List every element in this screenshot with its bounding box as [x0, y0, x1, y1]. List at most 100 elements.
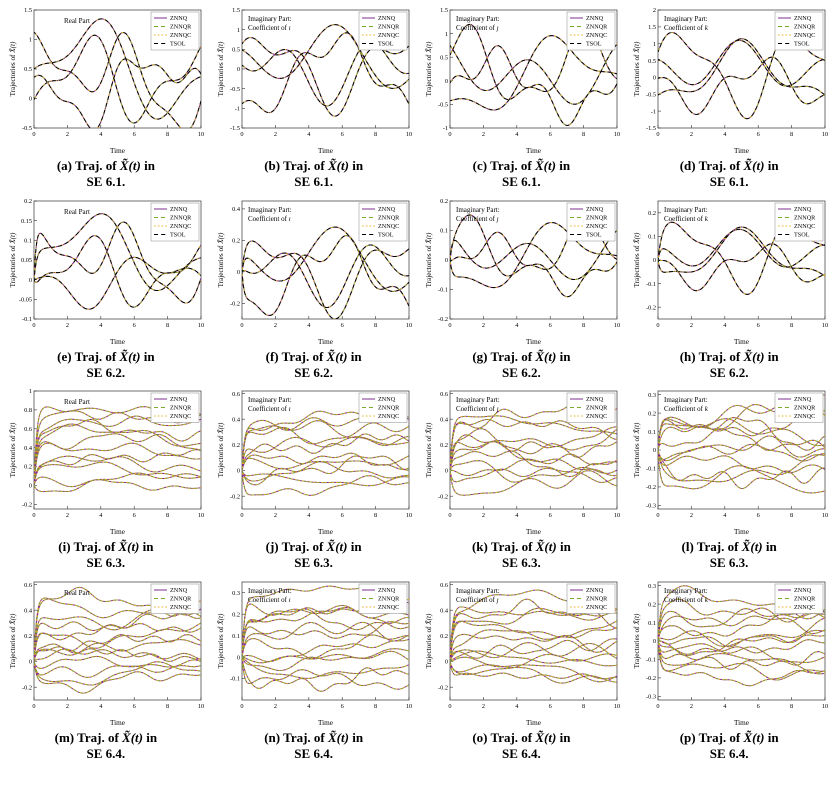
caption-text: Traj. of X̃(t) in [490, 729, 571, 745]
legend-label-znnq: ZNNQ [170, 15, 188, 22]
caption-se: SE 6.1. [502, 174, 541, 190]
caption-line1: (h) Traj. of X̃(t) in [680, 349, 779, 364]
svg-text:4: 4 [100, 512, 104, 519]
axis-ticks: -0.200.20.40.60.810 2 4 6 8 10 [22, 388, 204, 519]
svg-text:1.5: 1.5 [648, 24, 656, 31]
axis-ticks: -0.3 -0.2 -0.1 0 0.1 0.2 0.3 0 2 4 6 8 10 [646, 582, 828, 709]
caption-label: (k) [471, 539, 488, 554]
svg-text:0.2: 0.2 [648, 410, 656, 417]
svg-text:6: 6 [756, 131, 759, 138]
caption-line1: (k) Traj. of X̃(t) in [472, 539, 571, 554]
svg-text:Real Part: Real Part [64, 398, 90, 406]
svg-text:0: 0 [33, 322, 36, 329]
caption-line1: (c) Traj. of X̃(t) in [473, 158, 570, 173]
svg-text:4: 4 [100, 703, 104, 710]
svg-text:8: 8 [582, 131, 585, 138]
svg-text:-0.1: -0.1 [22, 316, 32, 323]
legend-label-znnq: ZNNQ [170, 206, 188, 213]
caption-text: Traj. of X̃(t) in [490, 539, 571, 554]
x-axis-label: Time [734, 147, 749, 155]
svg-text:Real Part: Real Part [64, 17, 90, 25]
svg-text:Imaginary Part:: Imaginary Part: [664, 396, 708, 404]
svg-text:0: 0 [237, 654, 240, 661]
svg-text:0: 0 [656, 703, 659, 710]
caption-se: SE 6.3. [294, 555, 333, 571]
legend-label-znnq: ZNNQ [378, 396, 396, 403]
series-lines [657, 584, 825, 686]
svg-text:0: 0 [656, 131, 659, 138]
caption-label: (h) [679, 348, 696, 364]
legend-label-znnqc: ZNNQC [586, 413, 607, 420]
y-axis-label: Trajectories of X̃(t) [424, 41, 433, 96]
svg-text:1: 1 [652, 41, 655, 48]
svg-text:0: 0 [448, 322, 451, 329]
legend-label-znnqr: ZNNQR [586, 405, 608, 412]
svg-text:0: 0 [241, 131, 244, 138]
svg-text:2: 2 [274, 322, 277, 329]
plot-canvas-k: -0.2 0 0.2 0.4 0.6 0 2 4 6 8 10 Time Trajectories of… [421, 387, 621, 537]
y-axis-label: Trajectories of X̃(t) [631, 612, 640, 667]
plot-canvas-l: -0.3 -0.2 -0.1 0 0.1 0.2 0.3 0 2 4 6 8 10 Time Traject… [629, 387, 829, 537]
caption-line1: (i) Traj. of X̃(t) in [58, 539, 153, 554]
svg-text:0: 0 [448, 131, 451, 138]
svg-text:-0.2: -0.2 [646, 304, 656, 311]
svg-text:Coefficient of ı: Coefficient of ı [248, 405, 291, 413]
svg-text:2: 2 [274, 703, 277, 710]
svg-text:4: 4 [515, 703, 519, 710]
svg-text:0: 0 [29, 658, 32, 665]
svg-text:0.2: 0.2 [232, 442, 240, 449]
legend-label-tsol: TSOL [794, 231, 810, 238]
svg-text:Imaginary Part:: Imaginary Part: [248, 587, 292, 595]
y-axis-label: Trajectories of X̃(t) [8, 231, 17, 286]
legend-label-znnqc: ZNNQC [170, 32, 191, 39]
figure-caption: (c) Traj. of X̃(t) in SE 6.1. [473, 158, 570, 191]
svg-text:1: 1 [29, 37, 32, 44]
svg-text:0.1: 0.1 [648, 619, 656, 626]
inner-label: Imaginary Part:Coefficient of k [664, 206, 709, 223]
svg-text:Imaginary Part:: Imaginary Part: [456, 15, 500, 23]
caption-label: (n) [264, 729, 281, 745]
svg-text:0: 0 [237, 468, 240, 475]
inner-label: Real Part [64, 208, 90, 216]
axis-ticks: -0.1 -0.05 0 0.05 0.1 0.15 0.2 0 2 4 6 8 10 [19, 198, 204, 329]
svg-text:6: 6 [341, 322, 344, 329]
svg-text:0.2: 0.2 [648, 210, 656, 217]
svg-text:4: 4 [515, 131, 519, 138]
svg-text:Coefficient of k: Coefficient of k [664, 405, 709, 413]
axis-ticks: -1 -0.5 0 0.5 1 1.5 0 2 4 6 8 10 [438, 7, 620, 138]
svg-text:0.8: 0.8 [25, 407, 33, 414]
plot-svg-l: -0.3 -0.2 -0.1 0 0.1 0.2 0.3 0 2 4 6 8 10 Time Traject… [629, 387, 829, 537]
svg-text:0: 0 [29, 276, 32, 283]
axis-ticks: -0.2 0 0.2 0.4 0 2 4 6 8 10 [230, 206, 412, 329]
plot-canvas-e: -0.1 -0.05 0 0.05 0.1 0.15 0.2 0 2 4 6 8 10 Time Traje… [6, 196, 206, 347]
svg-text:2: 2 [274, 512, 277, 519]
y-axis-label: Trajectories of X̃(t) [631, 41, 640, 96]
svg-text:1.5: 1.5 [232, 7, 240, 14]
caption-label: (g) [472, 348, 488, 364]
inner-label: Imaginary Part:Coefficient of ȷ [456, 15, 500, 32]
svg-text:Imaginary Part:: Imaginary Part: [456, 587, 500, 595]
x-axis-label: Time [526, 719, 541, 727]
legend-label-znnqr: ZNNQR [586, 214, 608, 221]
svg-text:1: 1 [237, 27, 240, 34]
svg-text:0: 0 [652, 638, 655, 645]
figure-cell-f: -0.2 0 0.2 0.4 0 2 4 6 8 10 Time Trajectories of X̃… [212, 196, 416, 382]
plot-svg-j: -0.2 0 0.2 0.4 0.6 0 2 4 6 8 10 Time Trajectories of… [214, 387, 414, 537]
svg-text:4: 4 [723, 131, 727, 138]
legend-label-tsol: TSOL [170, 41, 186, 48]
svg-text:0.5: 0.5 [232, 47, 240, 54]
svg-text:Coefficient of ı: Coefficient of ı [248, 215, 291, 223]
legend-label-znnqc: ZNNQC [378, 32, 399, 39]
svg-text:0.4: 0.4 [232, 206, 241, 213]
svg-text:-0.2: -0.2 [438, 684, 448, 691]
figure-cell-m: -0.2 0 0.2 0.4 0.6 0 2 4 6 8 10 Time Trajectories of… [4, 577, 208, 763]
svg-text:1.5: 1.5 [25, 7, 33, 14]
svg-text:6: 6 [133, 131, 136, 138]
figure-cell-i: -0.2 0 0.2 0.4 0.6 0.8 1 0 2 4 6 8 10 Time Trajectorie… [4, 387, 208, 572]
svg-text:0: 0 [29, 96, 32, 103]
svg-text:10: 10 [821, 131, 827, 138]
